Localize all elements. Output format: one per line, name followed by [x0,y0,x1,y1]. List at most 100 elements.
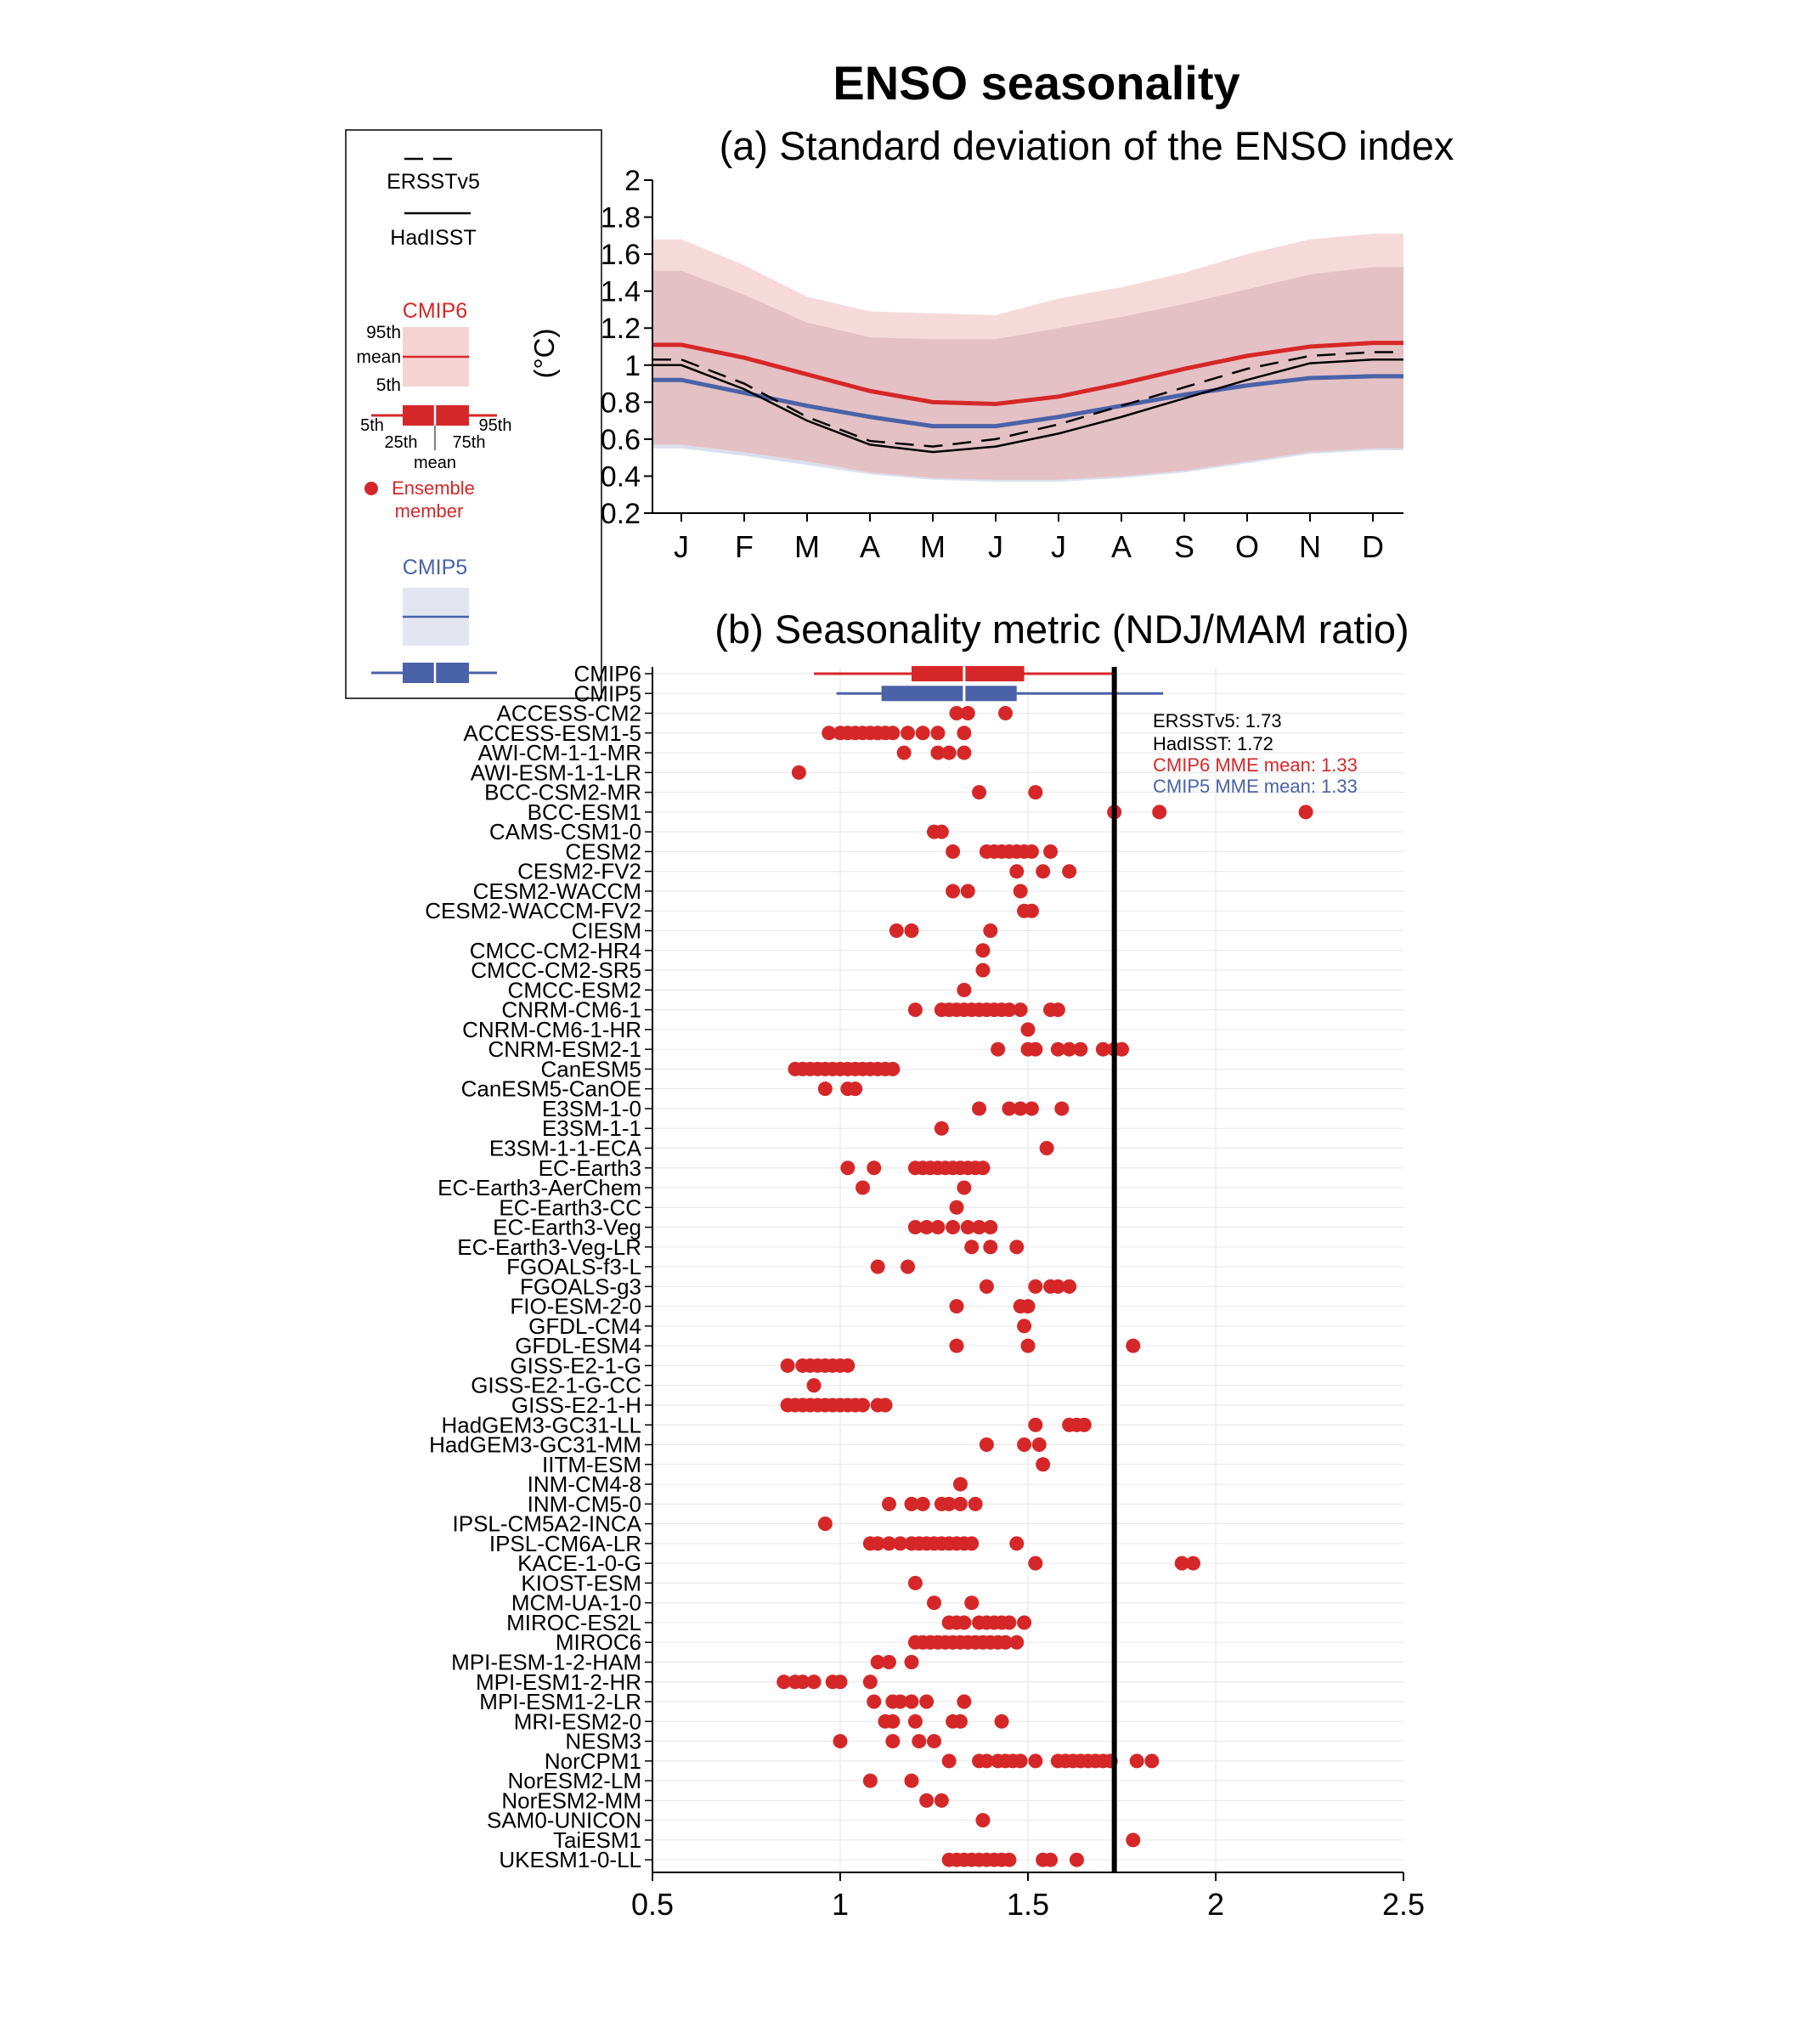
ensemble-member-point [806,1378,822,1393]
ensemble-member-point [881,1496,896,1511]
ensemble-member-point [919,1220,935,1235]
ensemble-member-point [952,1477,968,1492]
panel-a-ytick-label: 1.2 [601,313,641,345]
ensemble-member-point [878,1397,893,1413]
ensemble-member-point [1009,1635,1025,1650]
ensemble-member-point [1043,1852,1059,1867]
panel-a-xtick-label: A [860,529,880,564]
panel-b-xtick-label: 2.5 [1382,1887,1425,1922]
panel-b-row-label: BCC-CSM2-MR [484,780,641,805]
ensemble-member-point [1013,1002,1028,1018]
ensemble-member-point [949,706,964,721]
overlap-spread-band [652,267,1403,480]
panel-b-row-label: CMIP5 [574,680,641,706]
panel-b-row-label: CanESM5-CanOE [461,1076,641,1102]
panel-a-bands [652,234,1403,482]
ensemble-member-point [960,706,975,721]
ensemble-member-point [904,1773,919,1788]
legend-cmip5-label: CMIP5 [403,556,467,579]
panel-a-ytick-label: 0.2 [601,498,641,530]
panel-b-points [776,706,1313,1867]
ensemble-member-point [975,963,991,978]
ensemble-member-point [885,726,901,741]
ensemble-member-point [1152,805,1167,820]
ensemble-member-point [957,745,972,760]
legend-box-95th: 95th [479,416,512,435]
ensemble-member-point [912,1734,927,1749]
panel-b-row-label: GFDL-ESM4 [515,1333,641,1358]
ensemble-member-point [1039,1140,1054,1155]
panel-b-row-label: CESM2-WACCM [473,878,641,904]
panel-a-xtick-label: J [674,529,689,564]
ensemble-member-point [904,1694,919,1709]
panel-a-xtick-label: M [920,529,946,564]
ensemble-member-point [1013,884,1028,899]
ensemble-member-point [904,923,919,939]
panel-b-row-label: NorCPM1 [545,1748,641,1774]
ensemble-member-point [901,1259,916,1274]
panel-b-row-label: GISS-E2-1-H [511,1392,641,1418]
panel-b-scatter-chart: (b) Seasonality metric (NDJ/MAM ratio) E… [425,607,1425,1922]
ensemble-member-point [972,1101,987,1116]
ensemble-member-point [833,1734,848,1749]
panel-b-row-label: MRI-ESM2-0 [514,1708,641,1734]
panel-b-row-label: SAM0-UNICON [487,1808,641,1833]
panel-b-row-label: EC-Earth3-AerChem [438,1175,641,1200]
panel-a-title: (a) Standard deviation of the ENSO index [720,123,1454,168]
ensemble-member-point [1009,864,1025,879]
ensemble-member-point [1020,1022,1036,1037]
ensemble-member-point [979,1279,994,1294]
panel-b-row-label: CNRM-CM6-1 [501,997,641,1023]
ensemble-member-point [1095,1042,1110,1057]
panel-a-xtick-label: J [988,529,1003,564]
ensemble-member-point [1013,1753,1028,1769]
ensemble-member-point [881,1655,896,1669]
ensemble-member-point [881,1536,896,1551]
panel-b-row-label: CNRM-CM6-1-HR [462,1017,641,1042]
legend-box-5th: 5th [360,416,384,435]
ensemble-member-point [1054,1101,1070,1116]
panel-a-xtick-label: J [1051,529,1066,564]
panel-b-xtick-label: 2 [1207,1887,1224,1922]
panel-a-ytick-label: 1.4 [601,276,641,308]
panel-b-title: (b) Seasonality metric (NDJ/MAM ratio) [714,607,1409,652]
ensemble-member-point [957,1694,972,1709]
panel-a-xtick-label: M [794,529,820,564]
ensemble-member-point [1020,1299,1036,1314]
ensemble-member-point [1298,805,1313,820]
ensemble-member-point [941,1753,957,1769]
ensemble-member-point [885,1714,901,1729]
ensemble-member-point [1028,1279,1043,1294]
panel-b-grid [652,667,1403,1872]
panel-a-xtick-label: O [1235,529,1259,564]
legend-ersst-label: ERSSTv5 [387,170,480,194]
panel-b-boxes [814,663,1164,704]
ensemble-member-point [919,1694,935,1709]
panel-a-xtick-label: A [1111,529,1132,564]
panel-b-row-label: CESM2-FV2 [517,859,641,884]
ensemble-member-point [1129,1753,1144,1769]
ensemble-member-point [867,1160,882,1176]
panel-b-row-label: CESM2-WACCM-FV2 [425,898,641,923]
ensemble-member-point [972,1220,987,1235]
ensemble-member-point [862,1674,878,1690]
ensemble-member-point [915,726,930,741]
panel-b-row-label: MCM-UA-1-0 [511,1590,641,1616]
panel-b-row-label: CMCC-CM2-SR5 [471,957,641,983]
ensemble-member-point [957,982,972,997]
legend-p5-label: 5th [376,375,401,395]
ensemble-member-point [927,1595,941,1611]
ensemble-member-point [979,1437,994,1453]
box-iqr-cmip6 [911,666,1025,681]
panel-b-row-label: MIROC-ES2L [506,1610,641,1635]
legend-cmip6-label: CMIP6 [403,299,467,323]
ensemble-member-point [1073,1042,1088,1057]
ensemble-member-point [1024,1101,1039,1116]
ensemble-member-point [806,1674,822,1690]
series-line-hadisst [652,358,1403,454]
panel-a-line-chart: (a) Standard deviation of the ENSO index… [528,123,1454,564]
ensemble-member-point [1002,1002,1017,1018]
ensemble-member-point [817,1516,833,1532]
ensemble-member-point [1069,1852,1084,1867]
ensemble-member-point [949,1338,964,1353]
